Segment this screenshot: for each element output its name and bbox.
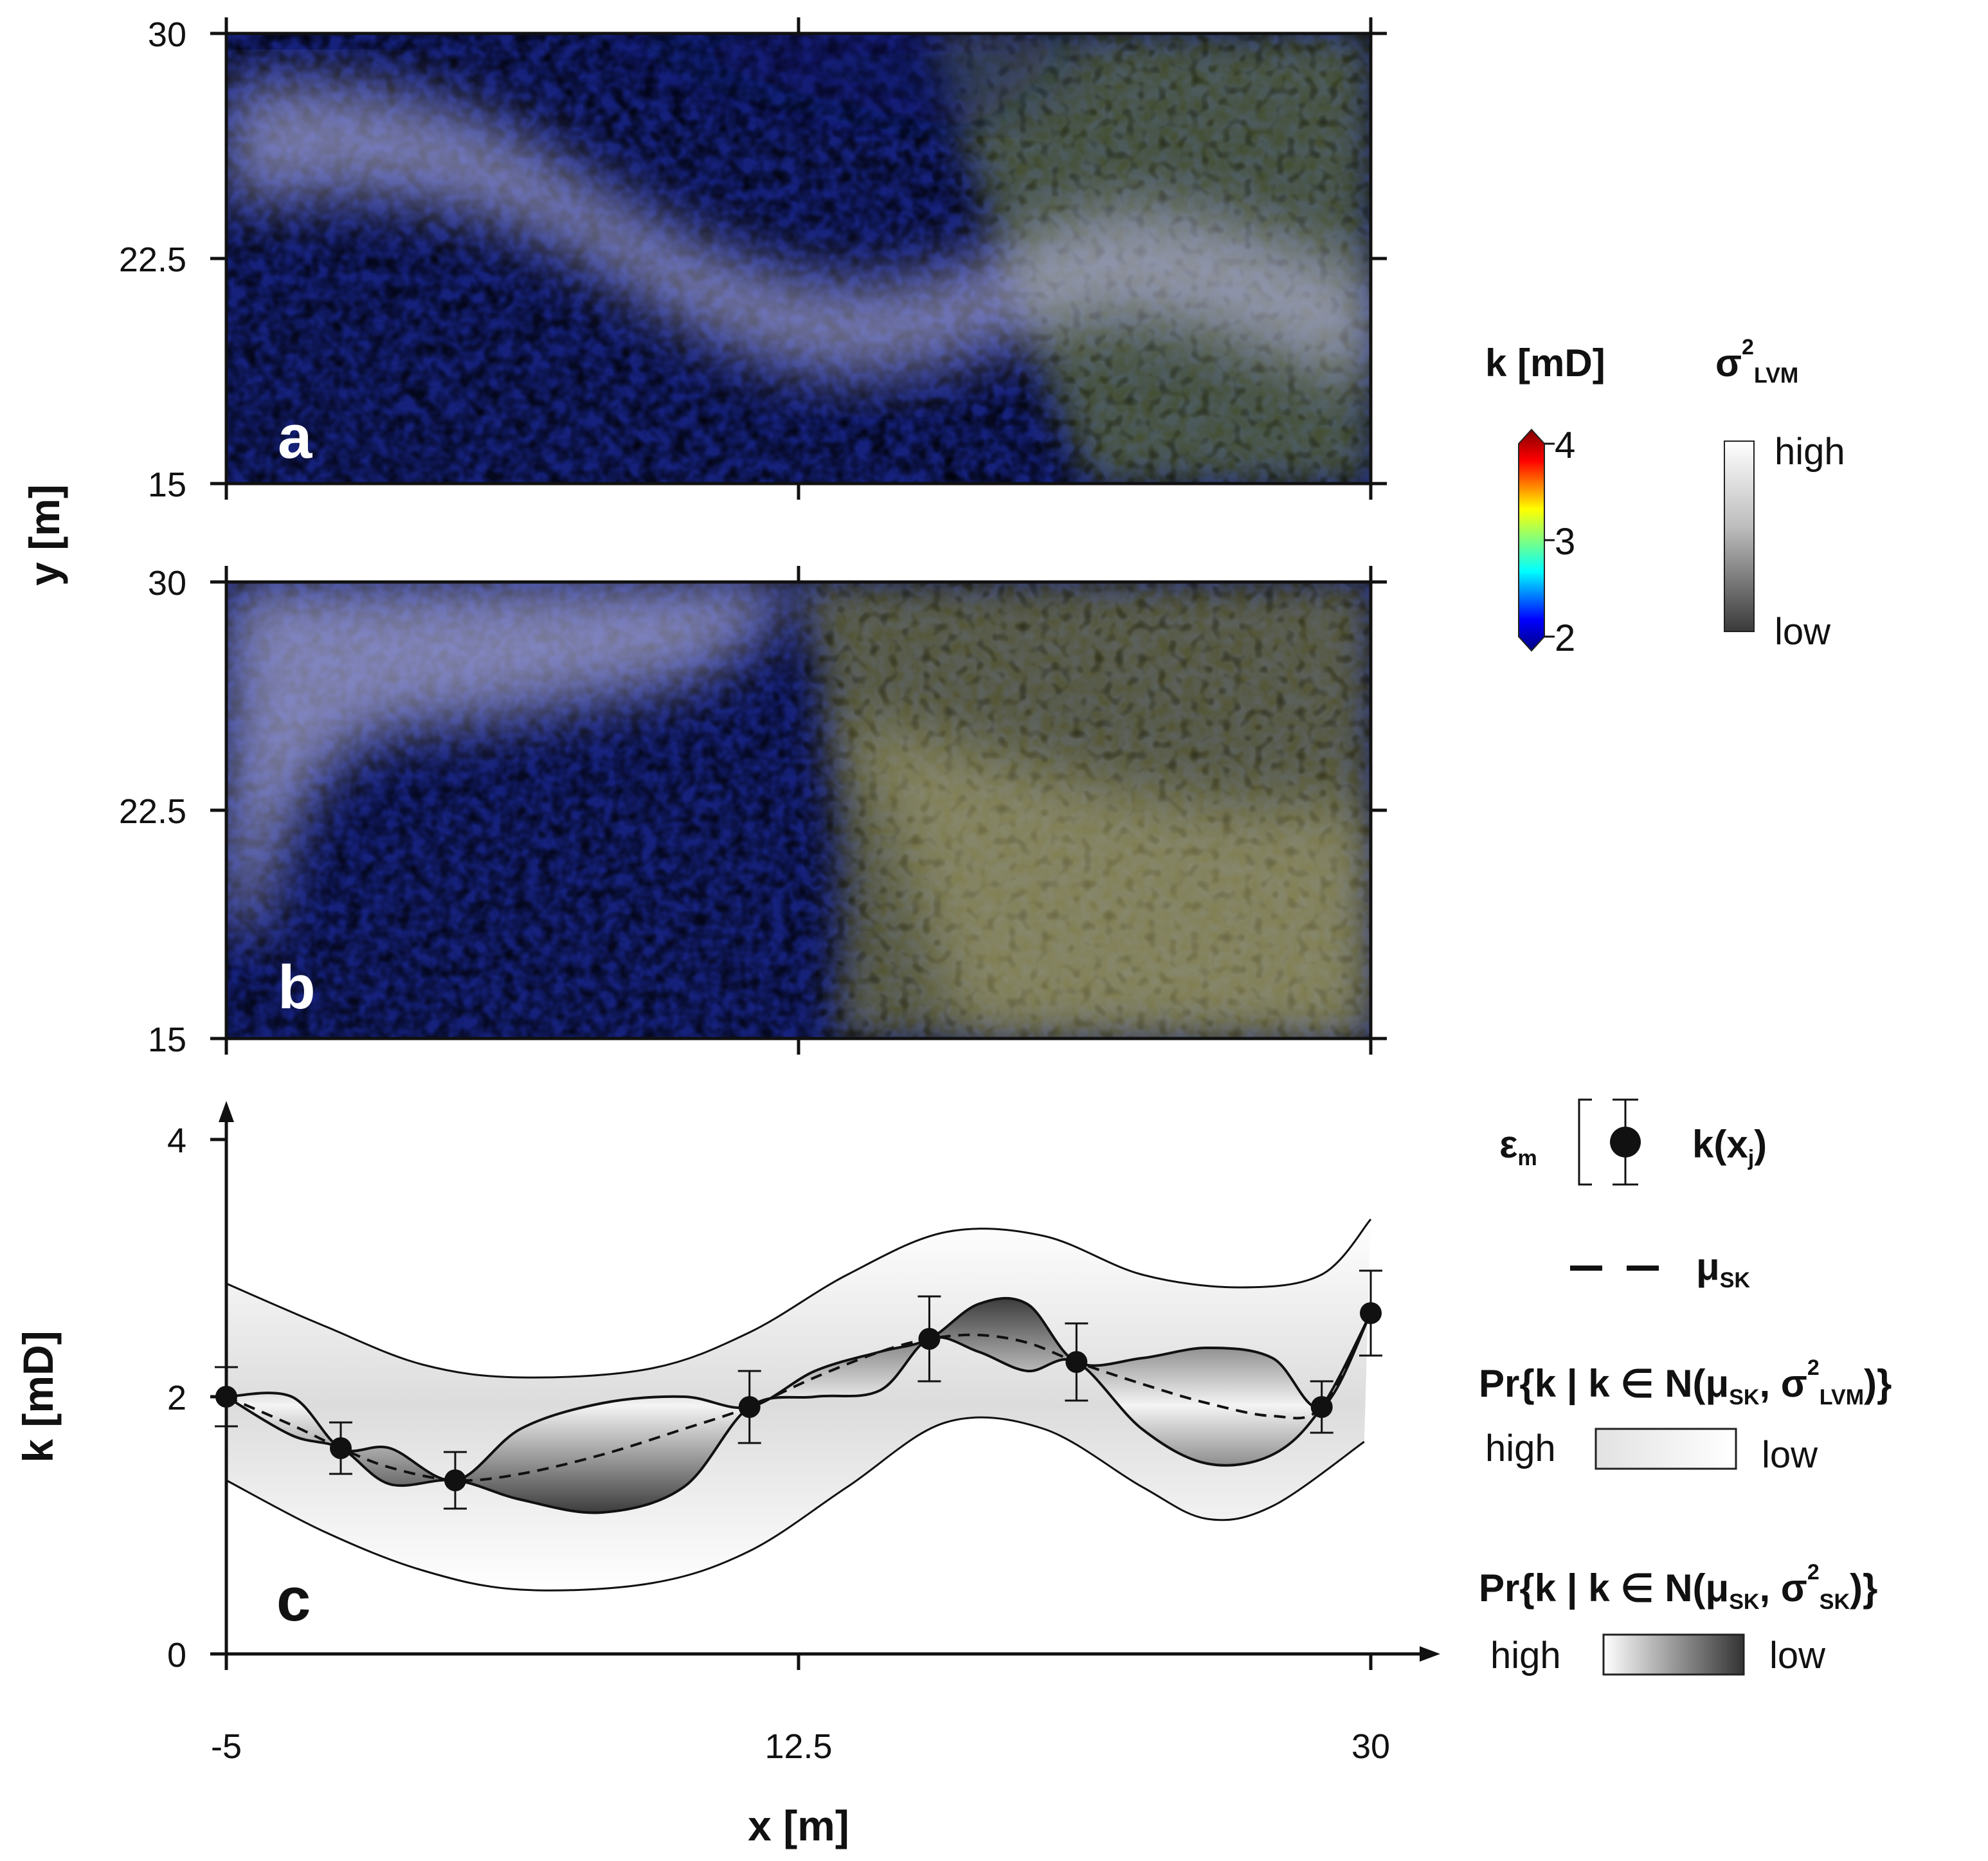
legend-mu-label: μSK (1696, 1245, 1750, 1293)
sigma-lvm-colorbar (1724, 440, 1755, 632)
panel-c-ytick-0: 0 (167, 1636, 186, 1675)
data-point (917, 1295, 941, 1383)
legend-pr-sk-title: Pr{k | k ∈ N(μSK, σ2SK)} (1479, 1560, 1877, 1614)
data-point (1359, 1269, 1382, 1357)
panel-a-label: a (278, 403, 312, 471)
legend-pr-sk-colorbar (1602, 1633, 1745, 1676)
point-marker (444, 1469, 466, 1491)
k-colorbar-tick-3: 3 (1555, 521, 1575, 563)
panel-a-variance-band (226, 80, 1371, 386)
legend-pr-lvm-high: high (1485, 1428, 1556, 1469)
panel-c-xtick-12.5: 12.5 (764, 1727, 832, 1766)
legend-sigma-lvm-symbol: σ2LVM (1715, 335, 1798, 388)
k-colorbar-tick-4: 4 (1555, 424, 1575, 466)
point-marker (1310, 1396, 1333, 1418)
legend-bracket-icon (1578, 1098, 1592, 1186)
legend-pr-lvm-low: low (1762, 1434, 1818, 1476)
data-point (329, 1421, 352, 1475)
panel-a: a (224, 32, 1373, 486)
panel-c-xlabel: x [m] (748, 1802, 849, 1849)
panel-c-ytick-4: 4 (167, 1121, 186, 1160)
point-marker (918, 1328, 941, 1350)
sigma-lvm-low-label: low (1775, 611, 1831, 653)
panel-a-ytick-30: 30 (148, 15, 186, 54)
panel-ab-axes: 30 22.5 15 30 22.5 15 y [m] (21, 15, 1387, 1059)
panel-c-xtick-30: 30 (1351, 1727, 1390, 1766)
point-marker (1360, 1302, 1382, 1324)
panel-b-ytick-15: 15 (148, 1021, 186, 1059)
data-point (1310, 1380, 1333, 1434)
panel-c-label: c (276, 1565, 311, 1634)
data-point (1065, 1322, 1089, 1402)
legend-eps-symbol: εm (1499, 1123, 1537, 1170)
y-axis-arrow-icon (219, 1101, 234, 1122)
legend-panel-c: εm k(xj) μSK Pr{k | k ∈ N(μSK, σ2LVM)} h… (1479, 1098, 1892, 1676)
sigma-lvm-high-label: high (1775, 431, 1845, 473)
panel-a-top-dark (226, 33, 1093, 129)
panel-c: 0 2 4 -5 12.5 30 x [m] k [mD] c (14, 1101, 1440, 1849)
legend-kxj-label: k(xj) (1692, 1123, 1767, 1170)
panel-b-label: b (278, 953, 316, 1022)
panel-b-light-lower-right (836, 720, 1371, 1039)
legend-pr-lvm-colorbar (1595, 1428, 1737, 1470)
panel-c-ylabel: k [mD] (14, 1330, 62, 1462)
panel-b: b (224, 580, 1373, 1040)
legend-k-title: k [mD] (1485, 341, 1605, 385)
panel-a-ytick-22.5: 22.5 (119, 241, 186, 279)
x-axis-arrow-icon (1420, 1646, 1440, 1662)
point-marker (738, 1396, 761, 1418)
panel-b-ytick-30: 30 (148, 564, 186, 603)
data-point (737, 1370, 761, 1444)
mean-sk-line (226, 1312, 1372, 1482)
panel-b-ytick-22.5: 22.5 (119, 792, 186, 831)
legend-pr-sk-low: low (1769, 1635, 1826, 1676)
data-point (444, 1451, 467, 1510)
panel-ab-ylabel: y [m] (21, 484, 68, 586)
legend-pr-sk-high: high (1490, 1635, 1561, 1676)
k-colorbar (1518, 428, 1545, 652)
lvm-upper-bound-line (226, 1219, 1372, 1379)
lvm-lower-bound-line (226, 1416, 1365, 1592)
panel-a-ytick-15: 15 (148, 466, 186, 504)
k-colorbar-tick-2: 2 (1555, 617, 1575, 659)
panel-c-xtick--5: -5 (211, 1727, 242, 1766)
legend-point-marker-icon (1610, 1127, 1641, 1157)
legend-colorbars: k [mD] σ2LVM 4 3 2 high low (1485, 335, 1845, 659)
point-marker (1065, 1351, 1088, 1373)
panel-c-ytick-2: 2 (167, 1379, 186, 1417)
legend-pr-lvm-title: Pr{k | k ∈ N(μSK, σ2LVM)} (1479, 1356, 1892, 1410)
point-marker (330, 1437, 352, 1459)
panel-b-variance-band (226, 582, 804, 932)
